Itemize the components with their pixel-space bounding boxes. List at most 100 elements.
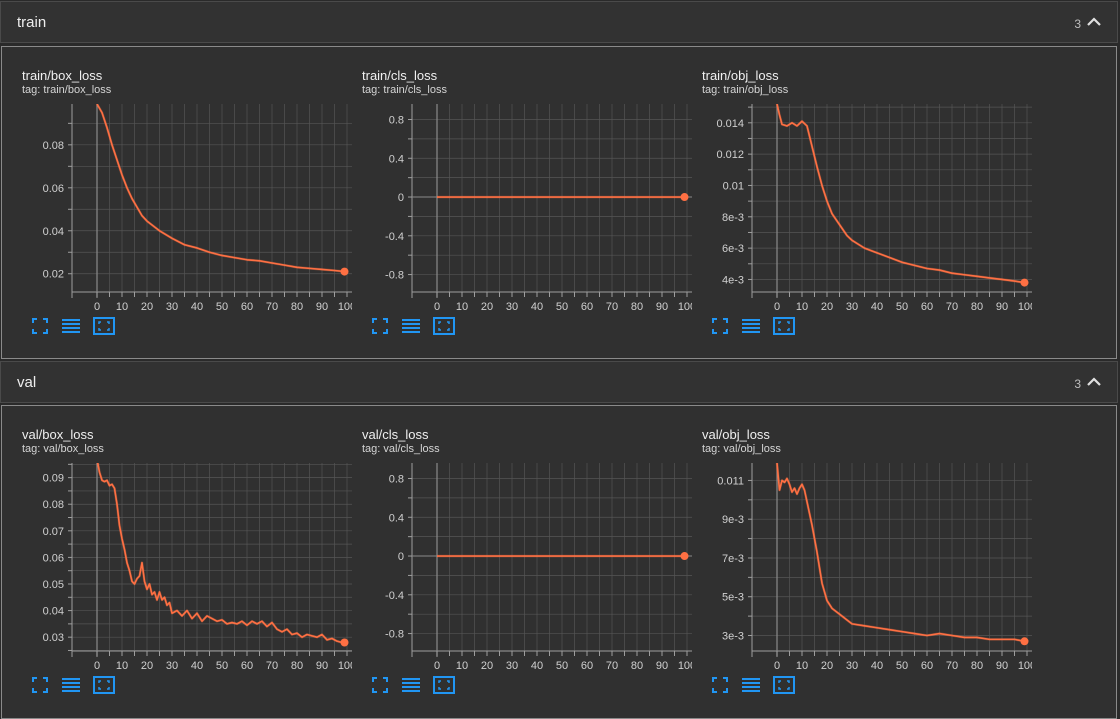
fit-domain-button[interactable] bbox=[772, 675, 796, 695]
x-tick-label: 90 bbox=[996, 301, 1008, 313]
series-end-point bbox=[680, 552, 689, 561]
line-chart[interactable]: 0 10 20 30 40 50 60 70 80 90 100 4e-3 6e-3 8e-3 0.01 0.… bbox=[702, 104, 1032, 316]
toggle-log-scale-button[interactable] bbox=[740, 675, 760, 695]
chevron-up-icon[interactable] bbox=[1085, 13, 1103, 31]
fit-domain-button[interactable] bbox=[92, 316, 116, 336]
x-tick-label: 70 bbox=[266, 301, 278, 313]
fit-domain-button[interactable] bbox=[92, 675, 116, 695]
x-tick-label: 20 bbox=[141, 301, 153, 313]
lines-icon bbox=[402, 319, 420, 333]
x-tick-label: 50 bbox=[556, 660, 568, 672]
y-tick-label: 8e-3 bbox=[722, 212, 744, 224]
chart-card: train/cls_loss tag: train/cls_loss 0 10 20… bbox=[362, 68, 692, 358]
fit-domain-button[interactable] bbox=[432, 675, 456, 695]
x-tick-label: 0 bbox=[94, 301, 100, 313]
x-tick-label: 10 bbox=[116, 301, 128, 313]
fullscreen-icon bbox=[712, 677, 728, 693]
y-tick-label: 0.012 bbox=[716, 149, 744, 161]
x-tick-label: 20 bbox=[821, 301, 833, 313]
series-raw-line bbox=[96, 463, 345, 644]
toggle-fullscreen-button[interactable] bbox=[710, 316, 730, 336]
fit-domain-icon bbox=[773, 676, 795, 694]
x-tick-label: 10 bbox=[116, 660, 128, 672]
y-tick-label: 7e-3 bbox=[722, 553, 744, 565]
toggle-fullscreen-button[interactable] bbox=[710, 675, 730, 695]
fullscreen-icon bbox=[712, 318, 728, 334]
y-tick-label: 4e-3 bbox=[722, 274, 744, 286]
y-tick-label: 6e-3 bbox=[722, 243, 744, 255]
fullscreen-icon bbox=[32, 677, 48, 693]
x-tick-label: 100 bbox=[1018, 301, 1032, 313]
y-tick-label: 0.06 bbox=[43, 183, 64, 195]
x-tick-label: 40 bbox=[191, 301, 203, 313]
y-tick-label: -0.8 bbox=[385, 270, 404, 282]
x-tick-label: 50 bbox=[556, 301, 568, 313]
toggle-log-scale-button[interactable] bbox=[60, 316, 80, 336]
toggle-log-scale-button[interactable] bbox=[740, 316, 760, 336]
fit-domain-button[interactable] bbox=[772, 316, 796, 336]
x-tick-label: 40 bbox=[191, 660, 203, 672]
x-tick-label: 20 bbox=[481, 660, 493, 672]
x-tick-label: 100 bbox=[678, 660, 692, 672]
x-tick-label: 0 bbox=[94, 660, 100, 672]
x-tick-label: 10 bbox=[456, 301, 468, 313]
toggle-fullscreen-button[interactable] bbox=[30, 675, 50, 695]
chevron-up-icon[interactable] bbox=[1085, 373, 1103, 391]
card-title: train/cls_loss bbox=[362, 68, 438, 83]
y-tick-label: 0.04 bbox=[43, 226, 64, 238]
x-tick-label: 100 bbox=[678, 301, 692, 313]
y-tick-label: 0.04 bbox=[43, 606, 64, 618]
fit-domain-icon bbox=[433, 676, 455, 694]
section-header-train[interactable]: train 3 bbox=[0, 1, 1118, 43]
fit-domain-icon bbox=[433, 317, 455, 335]
toggle-log-scale-button[interactable] bbox=[60, 675, 80, 695]
x-tick-label: 0 bbox=[434, 301, 440, 313]
x-tick-label: 10 bbox=[796, 301, 808, 313]
y-tick-label: 0.01 bbox=[723, 180, 744, 192]
x-tick-label: 100 bbox=[338, 301, 352, 313]
x-tick-label: 90 bbox=[656, 301, 668, 313]
section-title: train bbox=[17, 14, 47, 31]
y-tick-label: -0.4 bbox=[385, 590, 404, 602]
chart-card: val/box_loss tag: val/box_loss 0 10 20 30 40… bbox=[22, 427, 352, 717]
chart-card: train/obj_loss tag: train/obj_loss 0 10 20… bbox=[702, 68, 1032, 358]
line-chart[interactable]: 0 10 20 30 40 50 60 70 80 90 100 0.02 0.04 0.06 0.08 bbox=[22, 104, 352, 316]
x-tick-label: 70 bbox=[266, 660, 278, 672]
toggle-fullscreen-button[interactable] bbox=[30, 316, 50, 336]
line-chart[interactable]: 0 10 20 30 40 50 60 70 80 90 100 3e-3 5e-3 7e-3 9e-3 0.… bbox=[702, 463, 1032, 675]
x-tick-label: 50 bbox=[216, 660, 228, 672]
lines-icon bbox=[402, 678, 420, 692]
y-tick-label: -0.4 bbox=[385, 231, 404, 243]
x-tick-label: 70 bbox=[606, 301, 618, 313]
series-end-point bbox=[1020, 637, 1029, 646]
x-tick-label: 90 bbox=[316, 301, 328, 313]
line-chart[interactable]: 0 10 20 30 40 50 60 70 80 90 100 -0.8 -0.4 0 0.4 0.8 bbox=[362, 463, 692, 675]
toggle-log-scale-button[interactable] bbox=[400, 316, 420, 336]
x-tick-label: 40 bbox=[531, 301, 543, 313]
line-chart[interactable]: 0 10 20 30 40 50 60 70 80 90 100 0.03 0.04 0.05 0.06 0.… bbox=[22, 463, 352, 675]
chart-card: val/obj_loss tag: val/obj_loss 0 10 20 30 40… bbox=[702, 427, 1032, 717]
section-count: 3 bbox=[1074, 377, 1081, 391]
toggle-fullscreen-button[interactable] bbox=[370, 316, 390, 336]
line-chart[interactable]: 0 10 20 30 40 50 60 70 80 90 100 -0.8 -0.4 0 0.4 0.8 bbox=[362, 104, 692, 316]
x-tick-label: 60 bbox=[241, 660, 253, 672]
y-tick-label: 5e-3 bbox=[722, 592, 744, 604]
fullscreen-icon bbox=[372, 318, 388, 334]
series-end-point bbox=[1020, 278, 1029, 287]
x-tick-label: 80 bbox=[631, 301, 643, 313]
section-header-val[interactable]: val 3 bbox=[0, 361, 1118, 403]
fullscreen-icon bbox=[372, 677, 388, 693]
card-tag: tag: val/obj_loss bbox=[702, 443, 781, 455]
y-tick-label: 0.06 bbox=[43, 552, 64, 564]
x-tick-label: 30 bbox=[846, 301, 858, 313]
fit-domain-button[interactable] bbox=[432, 316, 456, 336]
toggle-log-scale-button[interactable] bbox=[400, 675, 420, 695]
y-tick-label: 0.05 bbox=[43, 579, 64, 591]
x-tick-label: 90 bbox=[316, 660, 328, 672]
y-tick-label: 0.02 bbox=[43, 269, 64, 281]
series-line bbox=[776, 104, 1025, 284]
toggle-fullscreen-button[interactable] bbox=[370, 675, 390, 695]
x-tick-label: 90 bbox=[996, 660, 1008, 672]
card-title: train/box_loss bbox=[22, 68, 103, 83]
x-tick-label: 40 bbox=[871, 660, 883, 672]
